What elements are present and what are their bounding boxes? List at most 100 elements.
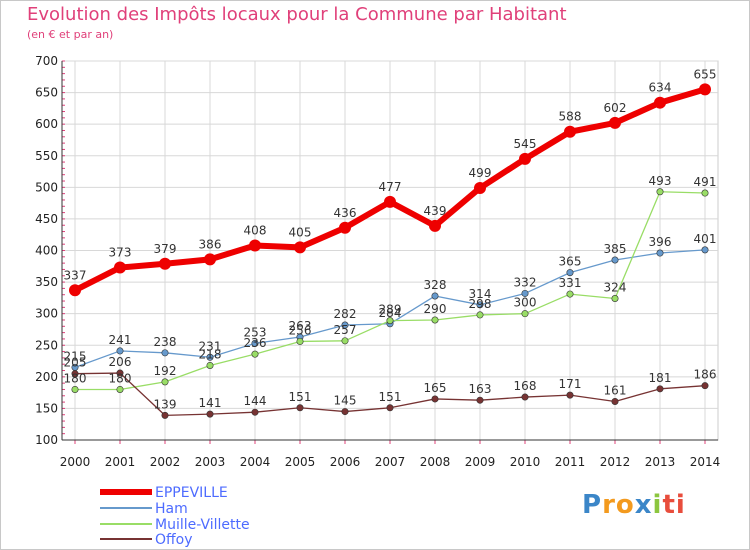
data-point [701, 189, 709, 197]
logo-letter: r [602, 490, 616, 520]
data-point [116, 385, 124, 393]
data-point [476, 301, 484, 309]
data-point [206, 361, 214, 369]
data-label: 365 [559, 255, 582, 269]
data-label: 165 [424, 381, 447, 395]
y-tick-label: 400 [35, 244, 58, 258]
y-axis-ticks: 100 150 200 250 300 350 400 450 500 550 600 650 700 [35, 54, 58, 447]
data-label: 163 [469, 382, 492, 396]
data-point [294, 241, 306, 254]
data-point [521, 393, 529, 401]
data-label: 298 [469, 297, 492, 311]
data-label: 263 [289, 319, 312, 333]
data-label: 256 [289, 323, 312, 337]
x-tick-label: 2012 [600, 455, 631, 469]
data-label: 332 [514, 275, 537, 289]
data-point [116, 369, 124, 377]
x-tick-label: 2007 [375, 455, 406, 469]
data-label: 405 [289, 225, 312, 239]
data-label: 602 [604, 101, 627, 115]
data-label: 324 [604, 281, 627, 295]
x-tick-label: 2006 [330, 455, 361, 469]
data-point [611, 295, 619, 303]
x-tick-label: 2011 [555, 455, 586, 469]
x-axis-ticks: 2000 2001 2002 2003 2004 2005 2006 2007 2008 2009… [60, 455, 721, 469]
data-point [161, 349, 169, 357]
data-label: 257 [334, 323, 357, 337]
y-tick-label: 500 [35, 180, 58, 194]
data-point [521, 289, 529, 297]
data-label: 282 [334, 307, 357, 321]
data-label: 218 [199, 347, 222, 361]
data-point [429, 219, 441, 232]
data-point [566, 269, 574, 277]
data-point [341, 321, 349, 329]
x-tick-label: 2000 [60, 455, 91, 469]
data-labels: 205 206 139 141 144 151 145 151 165 163 168 171 161 1… [64, 67, 717, 411]
data-label: 206 [109, 355, 132, 369]
chart-title: Evolution des Impôts locaux pour la Comm… [27, 4, 567, 25]
data-label: 151 [289, 390, 312, 404]
data-point [431, 395, 439, 403]
chart-subtitle: (en € et par an) [27, 28, 114, 41]
data-label: 141 [199, 396, 222, 410]
y-tick-label: 700 [35, 54, 58, 68]
x-tick-label: 2004 [240, 455, 271, 469]
data-label: 401 [694, 232, 717, 246]
data-point [251, 408, 259, 416]
data-point [339, 221, 351, 234]
x-tick-label: 2001 [105, 455, 136, 469]
data-point [341, 408, 349, 416]
data-point [476, 396, 484, 404]
data-label: 238 [154, 335, 177, 349]
data-point [296, 337, 304, 345]
data-label: 144 [244, 394, 267, 408]
data-label: 151 [379, 390, 402, 404]
data-label: 331 [559, 276, 582, 290]
data-label: 588 [559, 110, 582, 124]
legend-label: Muille-Villette [155, 517, 250, 533]
data-label: 491 [694, 175, 717, 189]
data-label: 186 [694, 368, 717, 382]
logo-letter: x [634, 490, 653, 520]
data-label: 231 [199, 339, 222, 353]
data-label: 328 [424, 278, 447, 292]
data-label: 180 [64, 371, 87, 385]
data-label: 181 [649, 371, 672, 385]
logo-letter: P [582, 490, 603, 520]
data-point [341, 337, 349, 345]
data-label: 379 [154, 242, 177, 256]
data-point [206, 410, 214, 418]
x-tick-label: 2003 [195, 455, 226, 469]
data-point [654, 96, 666, 109]
data-point [206, 353, 214, 361]
data-label: 253 [244, 325, 267, 339]
y-tick-label: 100 [35, 433, 58, 447]
x-tick-label: 2008 [420, 455, 451, 469]
x-tick-label: 2013 [645, 455, 676, 469]
data-point [161, 411, 169, 419]
data-point [609, 116, 621, 129]
y-tick-label: 300 [35, 307, 58, 321]
data-point [656, 188, 664, 196]
data-point [114, 261, 126, 274]
data-point [204, 253, 216, 266]
data-label: 290 [424, 302, 447, 316]
legend-label: Ham [155, 501, 188, 517]
y-tick-label: 250 [35, 338, 58, 352]
data-label: 337 [64, 268, 87, 282]
data-label: 192 [154, 364, 177, 378]
logo-letter: i [652, 490, 663, 520]
data-label: 236 [244, 336, 267, 350]
data-point [116, 347, 124, 355]
series-points [69, 83, 711, 419]
data-label: 161 [604, 383, 627, 397]
y-tick-label: 350 [35, 275, 58, 289]
data-point [296, 404, 304, 412]
data-point [69, 284, 81, 297]
data-label: 314 [469, 287, 492, 301]
logo-letter: o [615, 490, 635, 520]
y-tick-label: 150 [35, 401, 58, 415]
x-tick-label: 2002 [150, 455, 181, 469]
